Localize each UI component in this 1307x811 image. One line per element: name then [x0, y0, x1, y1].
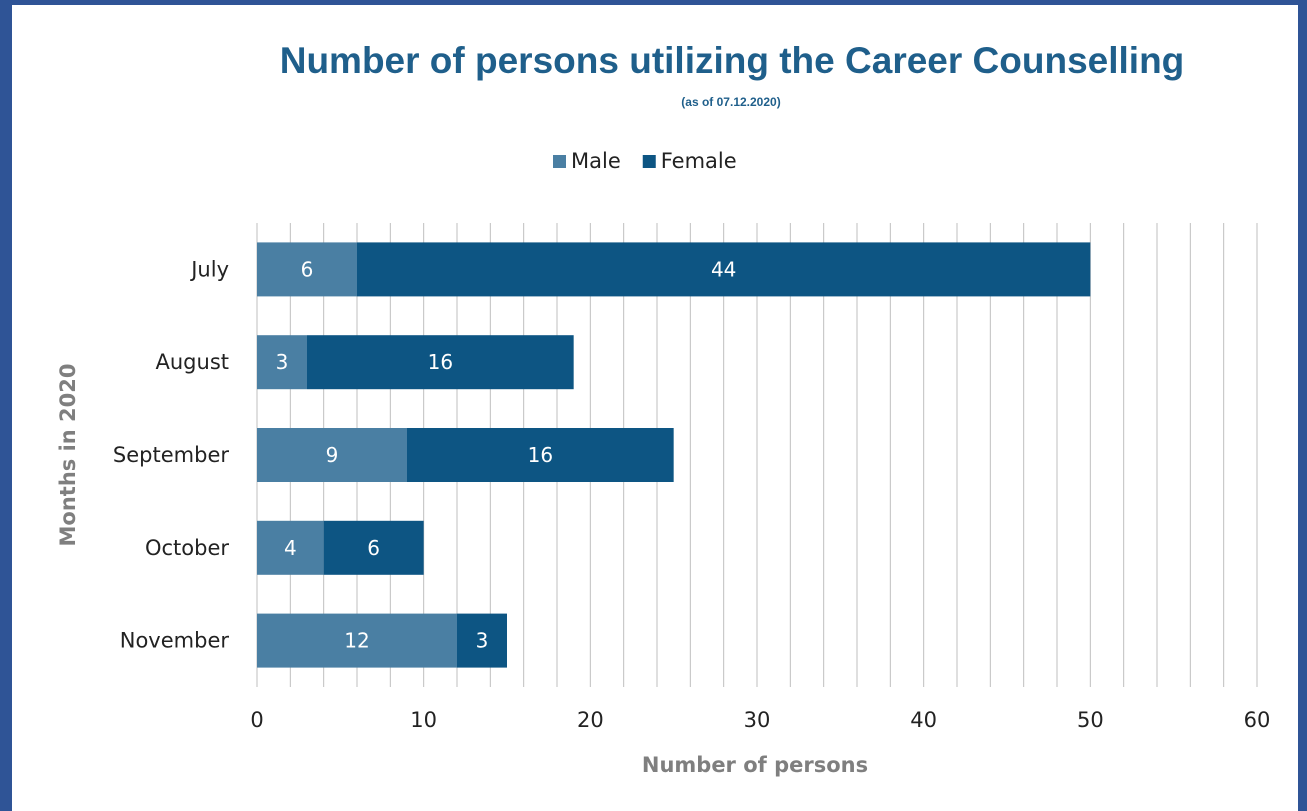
x-axis-label: Number of persons [642, 753, 868, 777]
y-tick-label: November [120, 629, 230, 653]
y-axis-ticks: July August September October November [113, 257, 229, 652]
data-label: 6 [367, 536, 380, 560]
bar-female [307, 335, 574, 390]
chart-title: Number of persons utilizing the Career C… [280, 40, 1185, 81]
data-label: 3 [276, 350, 289, 374]
data-label: 3 [476, 629, 489, 653]
legend: Male Female [553, 149, 737, 173]
bar-male [257, 428, 407, 482]
bar-female [457, 613, 507, 668]
y-tick-label: September [113, 443, 229, 467]
y-tick-label: July [189, 257, 229, 281]
data-label: 16 [428, 350, 453, 374]
x-tick-label: 20 [577, 708, 604, 732]
bar-male [257, 242, 357, 297]
bar-female [323, 520, 424, 575]
chart-subtitle: (as of 07.12.2020) [681, 95, 780, 109]
y-axis-label: Months in 2020 [56, 364, 80, 547]
y-tick-label: October [145, 536, 229, 560]
bar-male [257, 520, 324, 575]
chart-svg: Number of persons utilizing the Career C… [56, 40, 1270, 777]
chart-area: Number of persons utilizing the Career C… [12, 5, 1298, 811]
x-tick-label: 30 [744, 708, 771, 732]
x-tick-label: 40 [910, 708, 937, 732]
x-tick-label: 10 [410, 708, 437, 732]
y-tick-label: August [156, 350, 230, 374]
x-axis-ticks: 0 10 20 30 40 50 60 [250, 708, 1270, 732]
legend-swatch [553, 155, 566, 168]
legend-swatch [642, 155, 656, 168]
data-label: 4 [284, 536, 297, 560]
data-label: 16 [528, 443, 553, 467]
x-tick-label: 50 [1077, 708, 1104, 732]
data-label: 6 [301, 257, 314, 281]
x-tick-label: 0 [250, 708, 263, 732]
data-label: 44 [711, 257, 736, 281]
x-tick-label: 60 [1244, 708, 1271, 732]
bar-male [257, 613, 457, 668]
data-label: 12 [344, 629, 369, 653]
bars: 6 44 3 16 9 16 4 6 12 3 [257, 242, 1091, 668]
bar-female [357, 242, 1091, 297]
legend-label: Female [661, 149, 737, 173]
bar-female [407, 428, 674, 482]
legend-label: Male [571, 149, 621, 173]
bar-male [257, 335, 307, 390]
data-label: 9 [326, 443, 339, 467]
